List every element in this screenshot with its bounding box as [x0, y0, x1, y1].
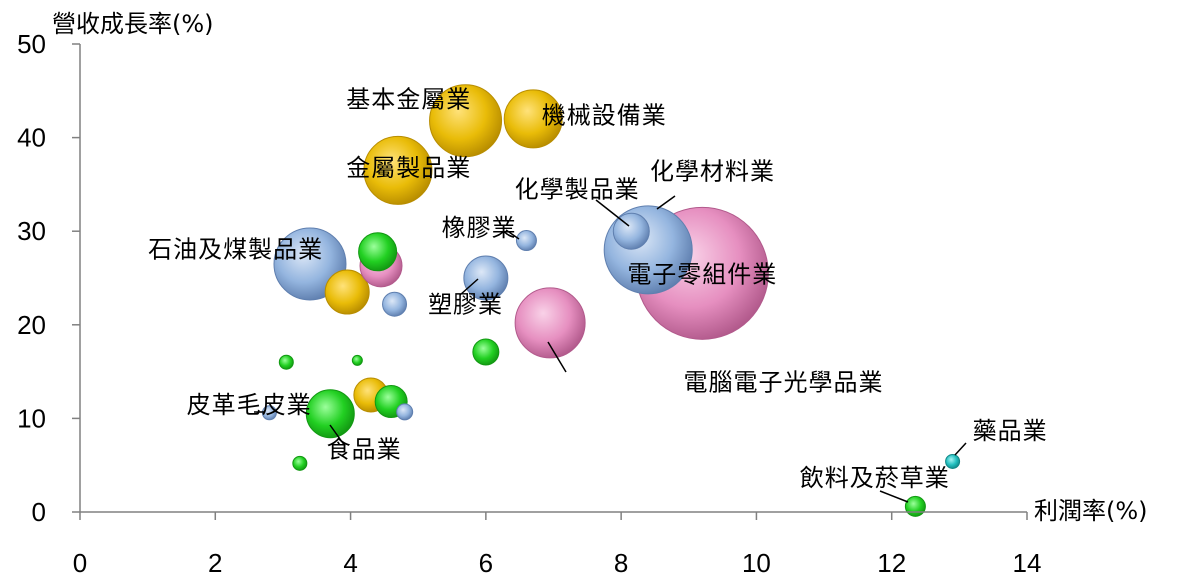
bubble-mark: [278, 354, 294, 370]
bubble: [358, 232, 398, 272]
bubble-mark: [324, 269, 370, 315]
bubble: [945, 453, 961, 469]
x-tick-label: 14: [1013, 548, 1042, 575]
bubble-mark: [351, 354, 363, 366]
x-tick-label: 6: [479, 548, 493, 575]
bubble-label: 飲料及菸草業: [800, 464, 950, 492]
bubble: [351, 354, 363, 366]
bubbles: [261, 84, 961, 517]
x-axis-title: 利潤率(%): [1034, 497, 1148, 525]
x-tick-label: 0: [73, 548, 87, 575]
label-leader-line: [954, 442, 967, 456]
bubble-label: 電子零組件業: [627, 261, 777, 289]
x-ticks: 0 2 4 6 8 10 12 14: [73, 512, 1042, 575]
bubble: [305, 389, 355, 439]
y-tick-label: 0: [32, 497, 46, 527]
y-tick-label: 50: [17, 29, 46, 59]
y-ticks: 0 10 20 30 40 50: [17, 29, 80, 527]
bubble: [503, 89, 563, 149]
bubble-label: 電腦電子光學品業: [683, 368, 883, 396]
bubble: [612, 212, 650, 250]
bubble-label: 食品業: [327, 436, 402, 464]
bubble-label: 化學製品業: [515, 176, 640, 204]
bubble-mark: [363, 135, 433, 205]
bubble-mark: [514, 287, 586, 359]
bubble-label: 皮革毛皮業: [187, 391, 312, 419]
bubble-mark: [429, 84, 503, 158]
bubble-mark: [503, 89, 563, 149]
y-tick-label: 20: [17, 310, 46, 340]
label-leader-line: [595, 199, 630, 227]
label-leader-line: [505, 229, 520, 240]
label-leader-line: [656, 195, 676, 210]
bubble-mark: [472, 338, 500, 366]
bubble: [463, 255, 509, 301]
bubble-label: 機械設備業: [542, 102, 667, 130]
x-tick-label: 4: [343, 548, 357, 575]
bubble: [904, 495, 926, 517]
bubble-mark: [382, 291, 408, 317]
axes: 0 2 4 6 8 10 12 14 0 10 20 30 40 50: [17, 29, 1041, 575]
bubble-mark: [612, 212, 650, 250]
bubble: [514, 287, 586, 359]
bubble: [515, 230, 537, 252]
bubble: [324, 269, 370, 315]
bubble-label: 基本金屬業: [346, 86, 471, 114]
bubble: [278, 354, 294, 370]
x-tick-label: 8: [614, 548, 628, 575]
bubble-label: 金屬製品業: [346, 154, 471, 182]
x-tick-label: 12: [877, 548, 906, 575]
bubble-mark: [396, 403, 414, 421]
bubble-mark: [358, 232, 398, 272]
bubble-mark: [515, 230, 537, 252]
bubble-label: 石油及煤製品業: [148, 235, 323, 263]
label-leader-line: [459, 278, 479, 296]
bubble: [292, 455, 308, 471]
bubble-mark: [292, 455, 308, 471]
label-leader-line: [329, 424, 346, 447]
label-leader-line: [879, 490, 909, 503]
bubble-label: 橡膠業: [442, 214, 517, 242]
bubble: [396, 403, 414, 421]
label-leader-line: [547, 341, 567, 373]
x-tick-label: 10: [742, 548, 771, 575]
bubble-mark: [945, 453, 961, 469]
bubble: [382, 291, 408, 317]
label-leaders: [254, 195, 967, 503]
bubble: [472, 338, 500, 366]
bubble-label: 化學材料業: [650, 158, 775, 186]
bubble: [261, 405, 277, 421]
bubble: [363, 135, 433, 205]
bubble-mark: [904, 495, 926, 517]
bubble: [429, 84, 503, 158]
y-axis-title: 營收成長率(%): [52, 10, 214, 38]
bubble-mark: [305, 389, 355, 439]
x-tick-label: 2: [208, 548, 222, 575]
y-tick-label: 30: [17, 216, 46, 246]
bubble-mark: [463, 255, 509, 301]
bubble-mark: [261, 405, 277, 421]
bubble-label: 塑膠業: [428, 291, 503, 319]
y-tick-label: 10: [17, 403, 46, 433]
bubble-label: 藥品業: [973, 417, 1048, 445]
y-tick-label: 40: [17, 123, 46, 153]
